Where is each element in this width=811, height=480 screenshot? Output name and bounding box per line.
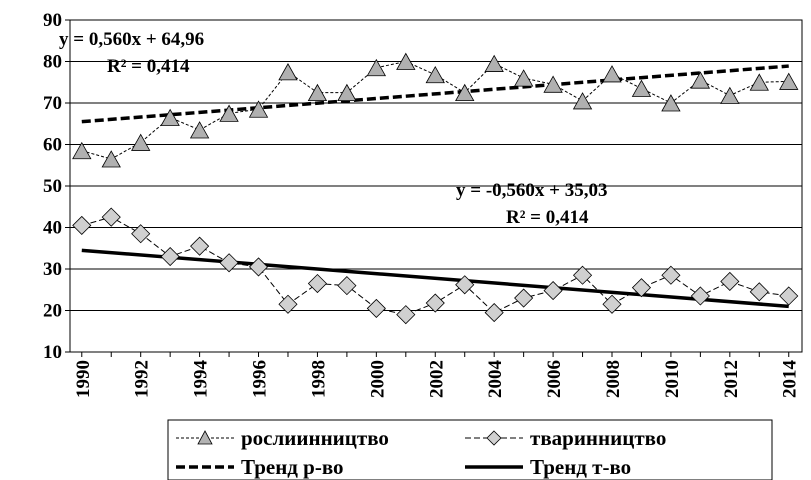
livestock-point [514,288,534,308]
crops-point [160,108,180,126]
crops-point [278,63,298,81]
livestock-point [160,246,180,267]
livestock-point [101,207,121,227]
livestock-point [190,236,210,256]
crops-point [396,52,416,70]
crops-point [337,83,357,102]
livestock-point [484,303,504,323]
trend-line-crops [81,64,789,124]
gridlines [69,19,803,353]
crops-point [720,86,740,104]
crops-point [219,104,239,122]
x-tick-label: 2012 [721,360,742,398]
x-tick-label: 1992 [132,360,153,398]
crops-point [425,65,445,84]
data-markers [72,52,799,325]
y-tick-label: 20 [43,301,62,322]
crops-point [661,94,681,112]
crops-point [484,54,504,72]
crops-point [543,75,563,93]
x-tick-label: 1994 [191,360,212,399]
x-tick-label: 2002 [426,360,447,398]
legend-box [167,419,773,480]
trend-equation-livestock: y = -0,560x + 35,03 [456,180,607,201]
crops-point [307,83,328,102]
y-tick-label: 40 [43,218,62,239]
crops-point [455,83,475,102]
crops-point [631,79,652,97]
crops-point [690,71,711,89]
crops-point [513,69,534,87]
trend-r2-livestock: R² = 0,414 [506,207,589,228]
legend-label-trend-livestock: Тренд т-во [530,455,631,479]
livestock-point [455,275,475,295]
livestock-point [720,271,740,292]
livestock-point [337,276,357,296]
x-tick-label: 2004 [485,360,506,399]
crops-point [779,72,799,90]
crops-point [131,133,151,151]
x-tick-label: 2006 [544,360,565,398]
livestock-point [278,294,298,314]
legend-entry-livestock: тваринництво [465,426,666,450]
livestock-point [572,265,593,285]
crops-point [189,121,210,139]
legend: рослиинництво тваринництво Тренд р-во Тр… [167,419,773,480]
crops-point [602,65,622,83]
trend-equation-crops: y = 0,560x + 64,96 [59,29,204,50]
livestock-point [72,215,92,235]
x-tick-label: 2008 [603,360,624,398]
crops-point [749,73,769,91]
legend-entry-crops: рослиинництво [176,426,389,450]
livestock-point [749,282,769,302]
crops-point [72,141,92,160]
x-tick-label: 2014 [780,360,801,399]
livestock-point [219,253,239,273]
y-tick-label: 50 [43,176,62,197]
y-tick-label: 70 [43,93,62,114]
livestock-point [690,286,710,306]
trend-line-livestock [81,248,789,309]
livestock-point [248,257,269,277]
legend-entry-trend-crops: Тренд р-во [176,455,344,479]
y-tick-label: 30 [43,259,62,280]
crops-point [101,150,121,168]
x-axis: 1990 1992 1994 1996 1998 2000 2002 2004 2006 2008… [73,352,801,398]
crops-point [248,100,269,118]
trend-r2-crops: R² = 0,414 [107,56,190,77]
x-tick-label: 1990 [73,360,94,398]
legend-entry-trend-livestock: Тренд т-во [465,455,631,479]
y-tick-label: 80 [43,52,62,73]
livestock-point [366,298,386,318]
x-tick-label: 1996 [250,360,271,398]
data-lines [81,60,789,316]
legend-label-crops: рослиинництво [241,426,389,450]
livestock-point [631,278,652,298]
livestock-point [602,294,622,314]
crops-point [572,92,593,110]
livestock-point [543,281,563,301]
crops-point [366,58,387,77]
livestock-point [425,293,445,313]
x-tick-label: 1998 [308,360,329,398]
livestock-point [396,305,416,325]
y-axis: 10 20 30 40 50 60 70 80 90 [43,10,70,363]
y-tick-label: 90 [43,10,62,31]
y-tick-label: 60 [43,135,62,156]
x-tick-label: 2000 [367,360,388,398]
legend-diamond-marker-icon [486,430,502,446]
livestock-point [661,265,681,285]
y-tick-label: 10 [43,342,62,363]
legend-label-trend-crops: Тренд р-во [241,455,344,479]
legend-triangle-marker-icon [197,430,213,445]
x-tick-label: 2010 [662,360,683,398]
livestock-point [131,224,151,244]
legend-label-livestock: тваринництво [530,426,666,450]
livestock-point [779,286,799,306]
livestock-point [307,273,328,294]
